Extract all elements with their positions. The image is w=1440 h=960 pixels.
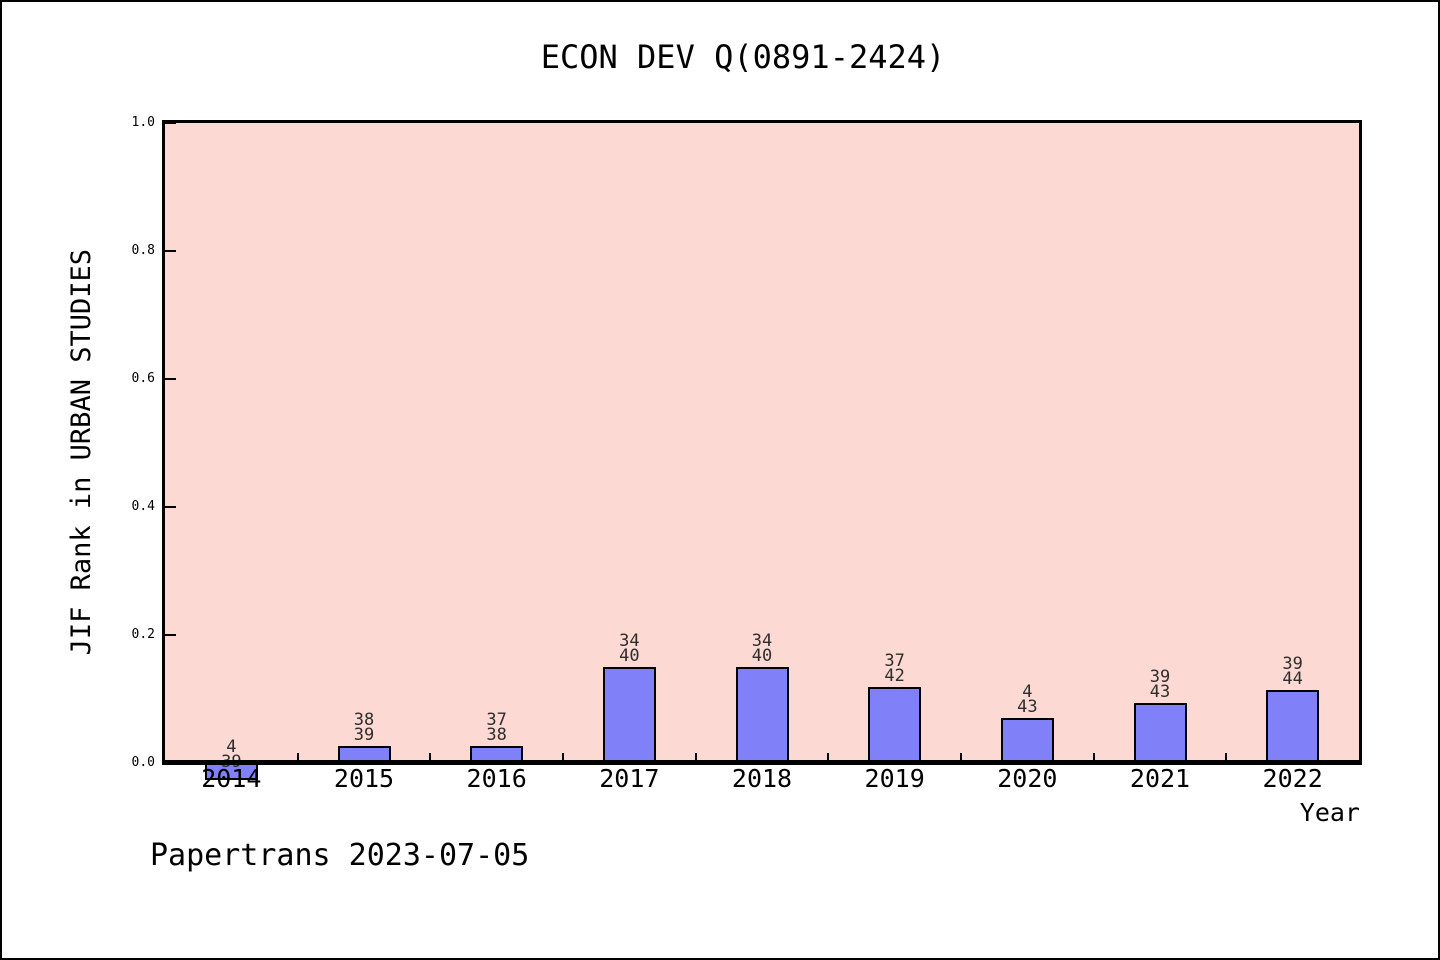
x-tick-mark [562,753,564,763]
plot-area: 0.00.20.40.60.81.04392014383920153738201… [132,115,1362,792]
bar-value-line: 37 [486,710,507,731]
bar-value-label: 4 43 [1017,682,1038,718]
y-tick-label: 0.6 [131,371,155,386]
y-tick-label: 1.0 [131,115,155,130]
y-tick-label: 0.8 [131,243,155,258]
x-tick-label-2022: 2022 [1262,764,1323,793]
x-tick-label-2016: 2016 [466,764,527,793]
chart-title: ECON DEV Q(0891-2424) [540,38,946,76]
bar-2019 [868,686,922,763]
y-tick-label: 0.4 [131,499,155,514]
bar-value-line: 39 [353,725,375,746]
x-tick-mark [1092,753,1095,763]
x-tick-label-2021: 2021 [1129,764,1191,793]
bar-value-label: 37 42 [884,650,905,686]
bar-value-label: 34 40 [751,631,773,666]
x-tick-label-2017: 2017 [599,764,660,793]
bar-2017 [602,667,656,763]
x-axis-label: Year [1299,798,1360,827]
bar-2021 [1133,703,1187,763]
bar-value-line: 34 [619,631,640,651]
y-tick-mark [165,250,176,252]
y-axis-label: JIF Rank in URBAN STUDIES [65,248,97,656]
bar-value-line: 40 [619,646,640,666]
bar-value-line: 44 [1282,669,1303,690]
x-tick-label-2014: 2014 [201,764,262,793]
y-tick-mark [165,634,176,636]
x-tick-mark [827,753,830,763]
bar-value-line: 43 [1017,697,1038,718]
bar-2018 [735,667,789,763]
bar-value-label: 37 38 [486,710,507,746]
bar-value-line: 34 [751,631,773,651]
y-axis-label-wrap: JIF Rank in URBAN STUDIES [54,152,108,752]
y-tick-mark [165,506,176,508]
x-tick-mark [296,753,299,763]
bar-value-line: 38 [353,710,375,731]
bar-value-label: 39 43 [1149,667,1171,703]
y-tick-label: 0.0 [131,755,155,770]
footer-note: Papertrans 2023-07-05 [150,838,530,873]
bar-value-line: 39 [1149,667,1171,688]
bar-value-line: 38 [486,725,507,746]
y-tick-label: 0.2 [131,627,155,642]
bar-value-label: 34 40 [619,631,640,666]
bar-value-line: 4 [226,737,237,757]
x-tick-label-2015: 2015 [333,764,395,793]
x-tick-mark [429,753,432,763]
bar-value-label: 39 44 [1282,654,1303,690]
x-tick-mark [694,753,697,763]
x-tick-mark [1225,753,1228,763]
bar-value-label: 38 39 [353,710,375,746]
x-tick-mark [960,753,962,763]
y-tick-mark [165,122,176,124]
x-tick-label-2019: 2019 [864,764,925,793]
bar-2022 [1266,690,1320,763]
bar-2020 [1000,718,1054,763]
bar-value-line: 4 [1022,682,1033,703]
bar-value-line: 42 [884,665,905,686]
x-axis-line [162,760,1362,765]
x-tick-label-2020: 2020 [997,764,1058,793]
bar-value-line: 37 [884,650,905,671]
x-tick-label-2018: 2018 [731,764,793,793]
bar-value-line: 40 [751,646,773,666]
bar-value-line: 39 [1282,654,1303,675]
y-tick-mark [165,378,176,380]
bar-value-line: 43 [1149,682,1171,703]
